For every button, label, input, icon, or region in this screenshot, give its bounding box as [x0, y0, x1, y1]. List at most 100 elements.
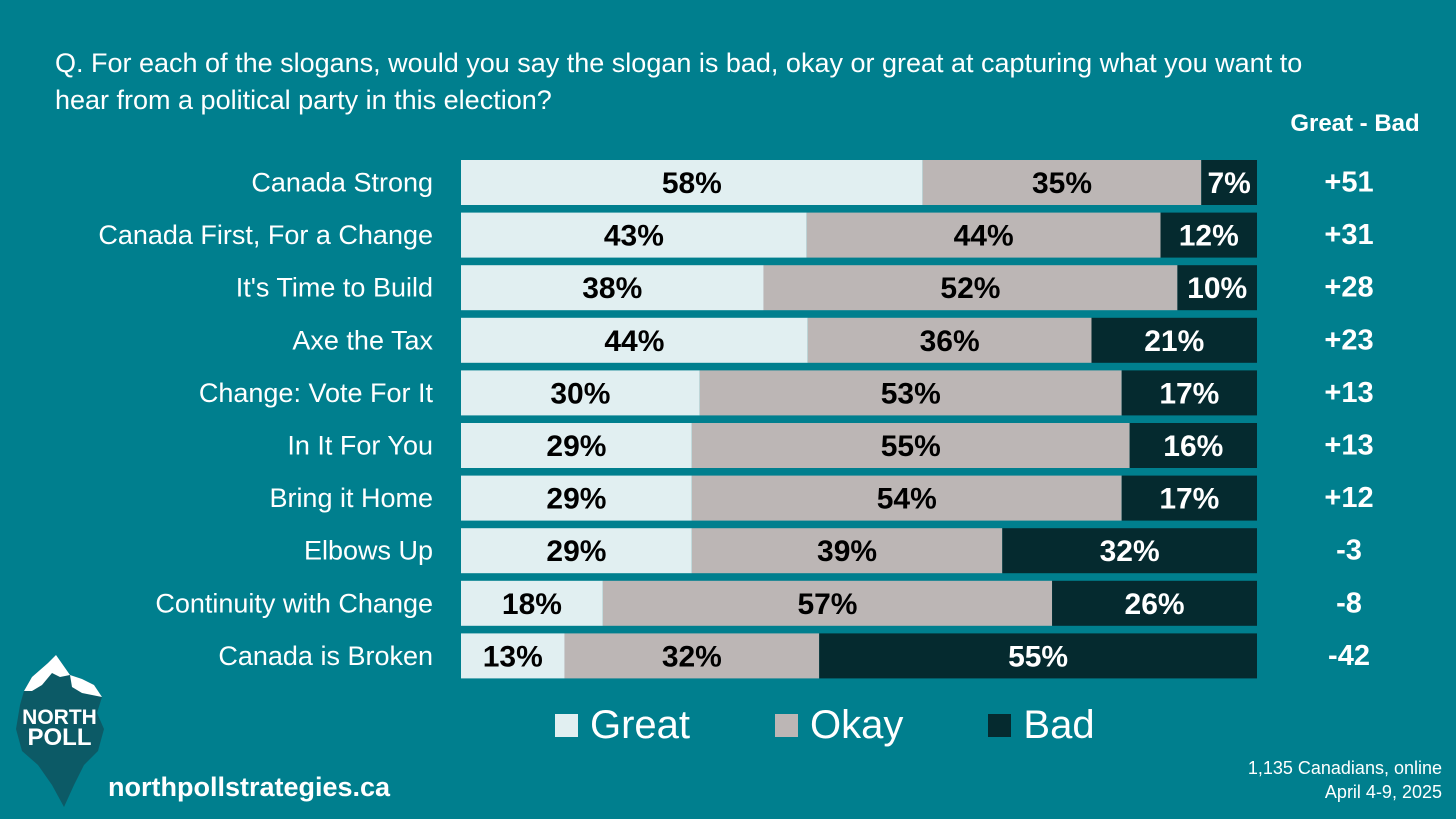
bar-label-bad: 10% — [1187, 272, 1247, 305]
category-label: Elbows Up — [304, 536, 433, 566]
bar-label-okay: 57% — [797, 588, 857, 621]
bar-segment-bad — [819, 633, 1257, 679]
question-text: Q. For each of the slogans, would you sa… — [55, 48, 1303, 115]
net-score-label: +12 — [1324, 482, 1373, 514]
bar-label-okay: 54% — [877, 483, 937, 516]
bar-segment-great — [461, 265, 764, 311]
bar-label-great: 13% — [483, 640, 543, 673]
net-score-label: +31 — [1324, 219, 1373, 251]
bar-segment-bad — [1002, 528, 1257, 574]
legend-label-great: Great — [590, 702, 691, 747]
bar-label-okay: 53% — [881, 377, 941, 410]
footnote-sample: 1,135 Canadians, online — [1247, 758, 1442, 778]
great-minus-bad-header: Great - Bad — [1290, 110, 1420, 137]
bar-segment-okay — [806, 212, 1161, 258]
legend: Great Okay Bad — [555, 700, 1180, 750]
category-label: Canada is Broken — [218, 641, 433, 671]
bar-label-great: 18% — [502, 588, 562, 621]
bar-segment-okay — [691, 528, 1003, 574]
bar-segment-bad — [1129, 423, 1257, 468]
bar-label-bad: 21% — [1144, 325, 1204, 358]
bar-segment-great — [461, 580, 603, 626]
bar-label-bad: 32% — [1100, 535, 1160, 568]
bar-label-bad: 7% — [1207, 167, 1250, 200]
bar-segment-okay — [691, 475, 1122, 521]
net-score-label: +23 — [1324, 324, 1373, 356]
bar-segment-okay — [564, 633, 820, 679]
net-score-label: +13 — [1324, 377, 1373, 409]
bar-label-great: 30% — [550, 377, 610, 410]
bar-label-bad: 16% — [1163, 430, 1223, 463]
net-score-label: +28 — [1324, 272, 1373, 304]
net-score-label: -42 — [1328, 640, 1370, 672]
bar-segment-great — [461, 160, 923, 205]
bar-label-great: 44% — [604, 325, 664, 358]
bar-label-okay: 39% — [817, 535, 877, 568]
bar-segment-great — [461, 633, 565, 679]
bar-segment-okay — [699, 370, 1122, 416]
bar-segment-great — [461, 528, 692, 574]
bar-segment-okay — [763, 265, 1178, 311]
legend-label-bad: Bad — [1023, 702, 1095, 747]
category-label: Continuity with Change — [155, 588, 433, 618]
bar-label-okay: 32% — [662, 640, 722, 673]
bar-label-great: 43% — [604, 220, 664, 253]
bar-label-bad: 17% — [1159, 377, 1219, 410]
bar-segment-great — [461, 423, 692, 468]
bar-label-great: 58% — [662, 167, 722, 200]
legend-label-okay: Okay — [810, 702, 904, 747]
logo-text-poll: POLL — [27, 724, 92, 751]
bar-segment-bad — [1201, 160, 1257, 205]
bar-segment-great — [461, 317, 808, 363]
category-label: Bring it Home — [269, 483, 433, 513]
bar-label-great: 29% — [546, 535, 606, 568]
bar-segment-bad — [1052, 580, 1257, 626]
footnote: 1,135 Canadians, online April 4-9, 2025 — [1248, 756, 1442, 804]
bar-segment-bad — [1121, 475, 1257, 521]
bar-segment-bad — [1121, 370, 1257, 416]
bar-label-okay: 35% — [1032, 167, 1092, 200]
legend-item-bad: Bad — [988, 702, 1095, 748]
category-label: Change: Vote For It — [199, 378, 434, 408]
bar-label-great: 38% — [582, 272, 642, 305]
website-link[interactable]: northpollstrategies.ca — [108, 772, 391, 802]
legend-swatch-bad — [988, 713, 1012, 737]
bar-segment-great — [461, 212, 807, 258]
footnote-dates: April 4-9, 2025 — [1324, 782, 1442, 802]
bar-label-okay: 36% — [920, 325, 980, 358]
bar-segment-great — [461, 370, 700, 416]
category-label: Canada Strong — [251, 168, 433, 198]
bar-segment-okay — [602, 580, 1053, 626]
bar-segment-okay — [922, 160, 1202, 205]
bar-label-bad: 26% — [1125, 588, 1185, 621]
bar-label-okay: 55% — [881, 430, 941, 463]
category-label: Canada First, For a Change — [98, 220, 433, 250]
bar-segment-great — [461, 475, 692, 521]
bar-label-okay: 44% — [954, 220, 1014, 253]
bar-segment-bad — [1160, 212, 1257, 258]
bar-segment-okay — [807, 317, 1092, 363]
bar-label-great: 29% — [546, 483, 606, 516]
bar-segment-bad — [1177, 265, 1257, 311]
legend-item-okay: Okay — [775, 703, 903, 748]
legend-swatch-okay — [775, 713, 799, 737]
bar-label-okay: 52% — [940, 272, 1000, 305]
logo-text-north: NORTH — [22, 706, 97, 729]
bar-segment-bad — [1091, 317, 1257, 363]
bar-label-great: 29% — [546, 430, 606, 463]
net-score-label: +51 — [1324, 167, 1373, 199]
legend-item-great: Great — [555, 703, 690, 748]
category-label: In It For You — [287, 431, 433, 461]
bar-label-bad: 55% — [1008, 640, 1068, 673]
iceberg-logo-icon — [16, 655, 104, 807]
net-score-label: +13 — [1324, 430, 1373, 462]
bar-label-bad: 12% — [1179, 220, 1239, 253]
net-score-label: -8 — [1336, 587, 1362, 619]
bar-segment-okay — [691, 423, 1130, 468]
bar-label-bad: 17% — [1159, 483, 1219, 516]
category-label: It's Time to Build — [236, 273, 433, 303]
legend-swatch-great — [555, 713, 578, 737]
net-score-label: -3 — [1336, 535, 1362, 567]
category-label: Axe the Tax — [292, 325, 433, 355]
